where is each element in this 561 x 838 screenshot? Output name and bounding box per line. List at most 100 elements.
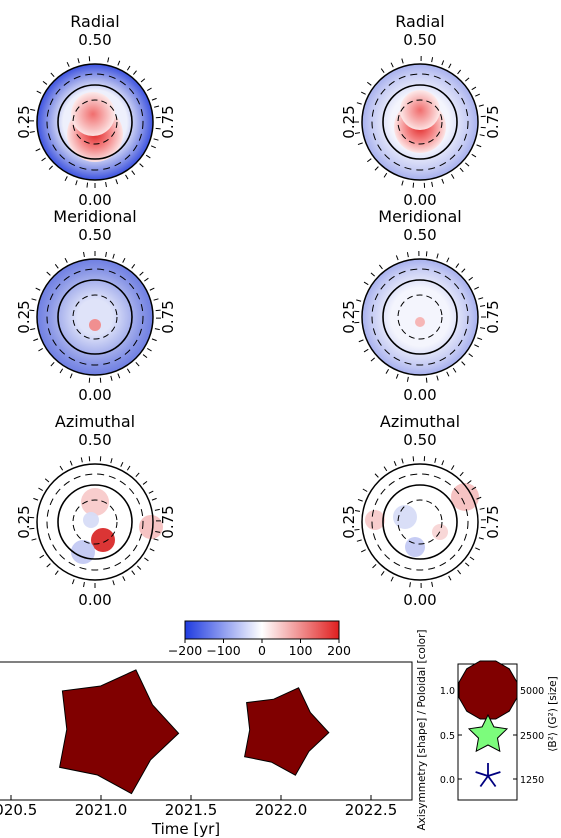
phase-tick xyxy=(64,257,68,263)
latitude-circle xyxy=(72,294,118,340)
phase-tick xyxy=(66,61,70,67)
phase-tick xyxy=(431,581,434,587)
phase-tick xyxy=(69,460,73,466)
phase-label-top: 0.50 xyxy=(403,431,436,449)
phase-tick xyxy=(139,271,144,276)
legend-marker-star xyxy=(467,713,509,753)
phase-tick xyxy=(461,361,466,366)
phase-tick xyxy=(155,309,161,312)
phase-tick xyxy=(354,528,360,531)
colorbar-tick-label: −200 xyxy=(168,643,202,658)
phase-label-right: 0.75 xyxy=(484,300,502,333)
phase-tick xyxy=(448,575,452,581)
phase-tick xyxy=(54,570,59,576)
phase-tick xyxy=(358,339,364,343)
phase-tick xyxy=(362,488,368,492)
phase-label-left: 0.25 xyxy=(15,300,33,333)
phase-label-top: 0.50 xyxy=(78,31,111,49)
panel-title: Azimuthal xyxy=(55,412,135,431)
latitude-circle xyxy=(371,73,469,171)
phase-tick xyxy=(385,369,390,374)
phase-label-left: 0.25 xyxy=(340,505,358,538)
panel-title: Meridional xyxy=(53,207,136,226)
phase-tick xyxy=(457,69,462,75)
phase-tick xyxy=(412,182,415,188)
phase-tick xyxy=(112,580,115,586)
phase-tick xyxy=(29,309,35,312)
phase-tick xyxy=(395,255,399,261)
phase-tick xyxy=(469,556,475,561)
phase-tick xyxy=(474,286,480,290)
panel-title: Radial xyxy=(70,12,119,31)
phase-tick xyxy=(147,347,152,352)
legend-marker-polygon xyxy=(458,660,518,720)
phase-tick xyxy=(468,353,474,358)
phase-tick xyxy=(115,179,119,185)
phase-label-right: 0.75 xyxy=(159,505,177,538)
phase-tick xyxy=(390,576,394,582)
phase-tick xyxy=(153,538,159,541)
phase-tick xyxy=(132,70,137,75)
phase-tick xyxy=(142,354,148,359)
x-tick-label: 2021.0 xyxy=(75,801,128,819)
phase-tick xyxy=(354,510,361,512)
phase-tick xyxy=(29,131,35,133)
phase-tick xyxy=(370,272,376,277)
field-patch xyxy=(71,92,115,136)
phase-label-bottom: 0.00 xyxy=(403,591,436,609)
phase-tick xyxy=(383,172,388,178)
phase-tick xyxy=(33,497,39,501)
phase-tick xyxy=(64,176,68,182)
legend-box: 1.0 0.5 0.0 5000 2500 1250 Axisymmetry [shape… xyxy=(416,629,559,830)
phase-tick xyxy=(464,77,470,82)
phase-tick xyxy=(441,460,445,466)
phase-tick xyxy=(83,251,85,258)
phase-tick xyxy=(471,486,477,491)
phase-tick xyxy=(464,562,470,567)
phase-tick xyxy=(154,328,160,331)
phase-label-right: 0.75 xyxy=(159,300,177,333)
phase-tick xyxy=(448,63,452,69)
phase-tick xyxy=(356,102,362,105)
latitude-circle xyxy=(371,473,469,571)
data-point-marker xyxy=(59,669,180,795)
phase-tick xyxy=(436,253,439,259)
outer-rim xyxy=(36,258,154,376)
phase-tick xyxy=(153,138,159,141)
legend-right-tick-label: 2500 xyxy=(520,731,544,742)
equator-circle xyxy=(57,279,133,355)
phase-tick xyxy=(38,487,43,492)
outer-rim xyxy=(361,258,479,376)
phase-tick xyxy=(59,465,64,471)
legend-right-tick-label: 1250 xyxy=(520,775,544,786)
field-patch xyxy=(365,510,385,530)
phase-tick xyxy=(46,563,51,568)
phase-tick xyxy=(446,257,450,263)
panel-title: Meridional xyxy=(378,207,461,226)
data-point-marker xyxy=(244,687,330,776)
phase-label-top: 0.50 xyxy=(78,431,111,449)
phase-tick xyxy=(41,157,46,162)
phase-tick xyxy=(131,263,136,269)
equator-circle xyxy=(57,484,133,560)
phase-tick xyxy=(471,153,477,158)
phase-tick xyxy=(477,337,483,341)
colorbar-tick-label: 200 xyxy=(327,643,351,658)
phase-ticks xyxy=(354,56,486,188)
panel-background xyxy=(362,464,478,580)
phase-tick xyxy=(39,554,45,559)
field-patch xyxy=(81,488,109,516)
phase-tick xyxy=(154,105,160,108)
outer-rim xyxy=(36,63,154,181)
x-tick-label: 2021.5 xyxy=(165,801,218,819)
phase-tick xyxy=(120,461,124,467)
phase-tick xyxy=(142,480,148,485)
phase-tick xyxy=(478,537,484,540)
phase-tick xyxy=(48,165,53,170)
phase-tick xyxy=(366,81,372,86)
phase-tick xyxy=(122,576,126,582)
phase-tick xyxy=(31,538,37,541)
